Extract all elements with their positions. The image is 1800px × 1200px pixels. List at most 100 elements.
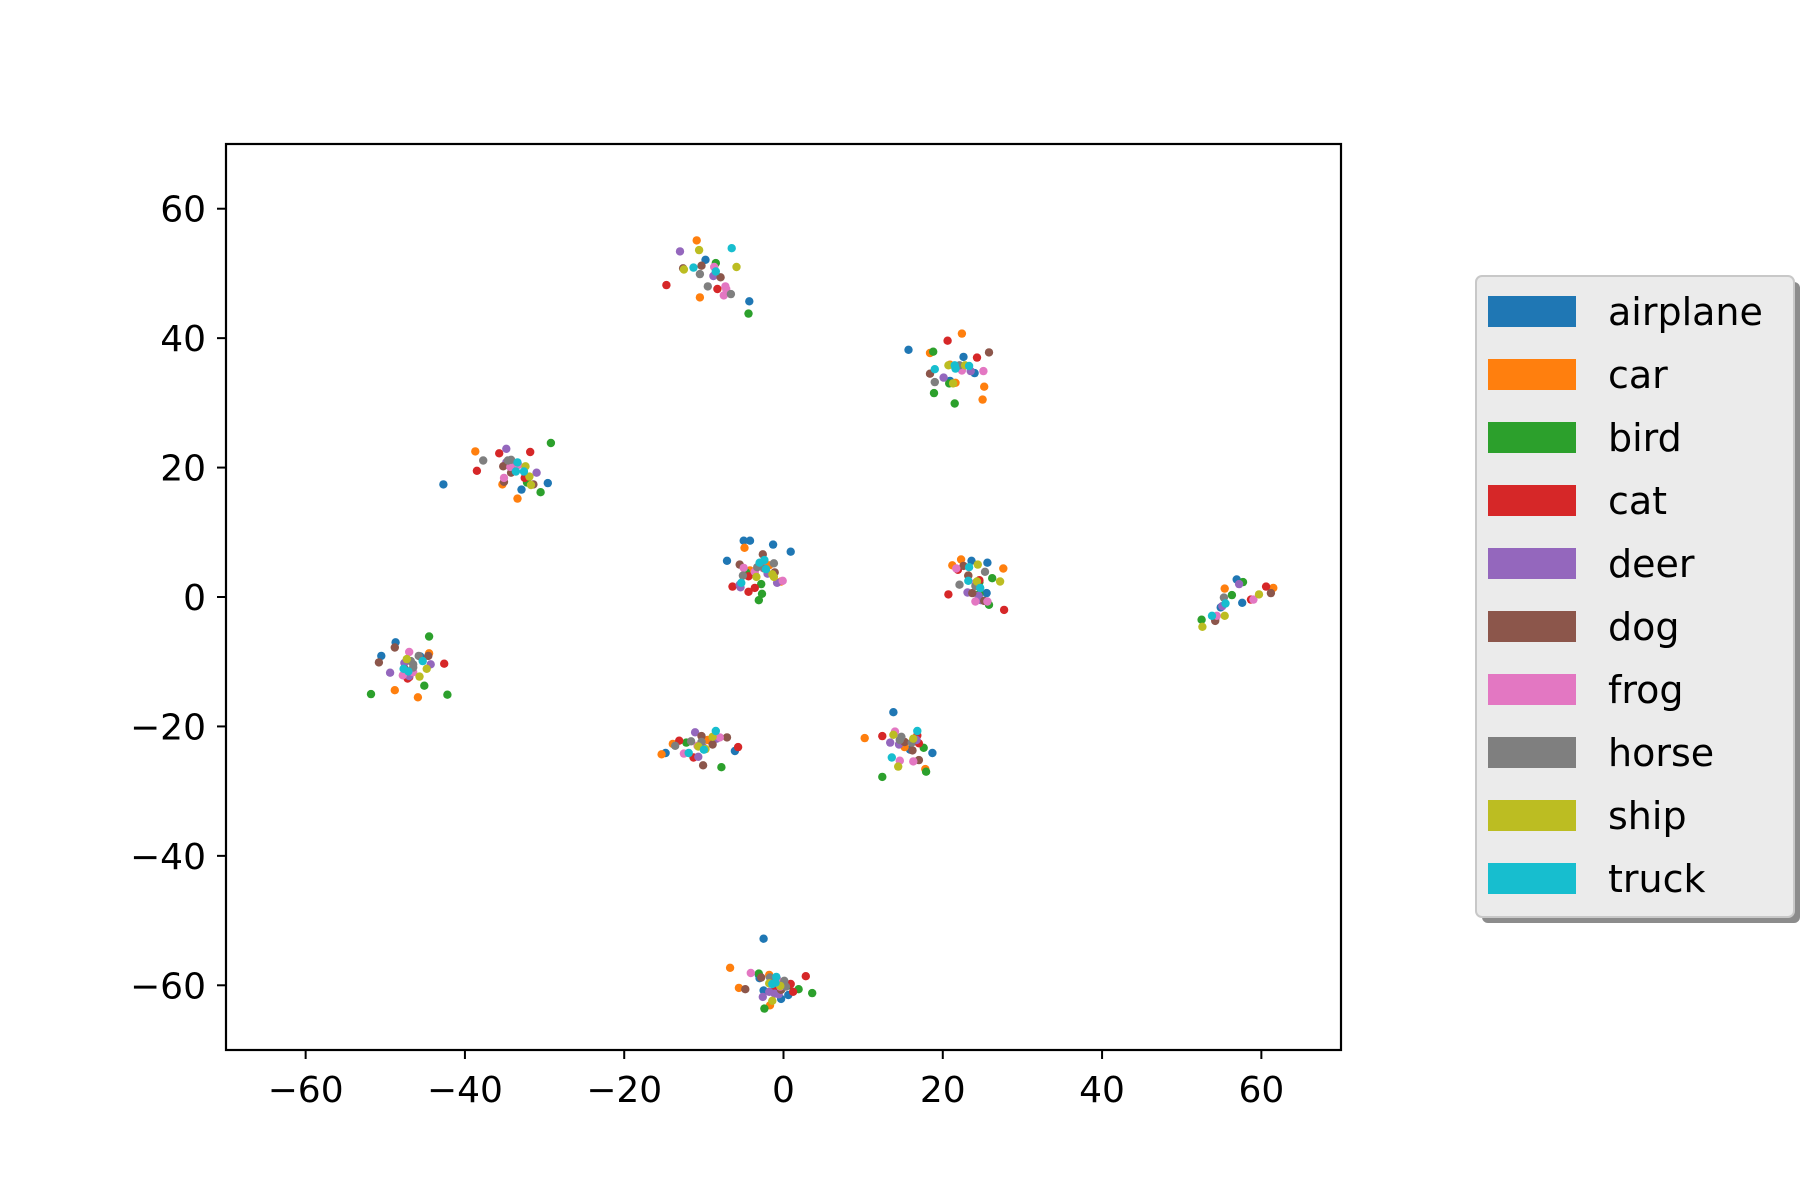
point-airplane-8 (543, 478, 552, 488)
point-ship-12 (973, 560, 982, 569)
point-car-9 (513, 494, 522, 503)
point-car-0 (692, 236, 701, 245)
point-dog-0 (716, 273, 725, 282)
x-tick-label: −20 (586, 1070, 662, 1111)
point-cat-31 (788, 987, 798, 996)
point-ship-25 (894, 762, 903, 771)
point-airplane-6 (439, 480, 448, 489)
point-dog-20 (374, 658, 384, 667)
point-car-19 (1220, 584, 1229, 593)
point-ship-0 (694, 245, 704, 255)
y-tick-label: −60 (130, 966, 206, 1007)
point-cat-16 (1261, 582, 1271, 591)
point-truck-1 (689, 263, 698, 272)
legend-label: cat (1608, 479, 1667, 523)
point-deer-7 (532, 468, 541, 477)
point-horse-6 (479, 456, 488, 465)
point-cat-19 (440, 659, 449, 668)
point-car-8 (471, 447, 480, 456)
point-airplane-9 (745, 536, 755, 545)
point-car-2 (978, 395, 987, 404)
point-car-18 (999, 564, 1008, 573)
legend-swatch (1488, 359, 1576, 390)
point-ship-26 (909, 734, 918, 743)
x-tick-label: 60 (1238, 1070, 1284, 1111)
point-dog-2 (697, 261, 706, 270)
point-ship-13 (972, 577, 982, 586)
point-car-25 (657, 750, 666, 759)
point-airplane-0 (701, 255, 710, 264)
point-airplane-4 (959, 352, 968, 362)
point-horse-1 (703, 282, 712, 291)
point-car-7 (957, 329, 967, 338)
point-truck-11 (761, 565, 771, 574)
point-truck-29 (771, 978, 780, 987)
point-ship-6 (526, 480, 536, 490)
point-bird-31 (760, 1004, 769, 1013)
point-truck-7 (513, 458, 522, 467)
point-bird-11 (757, 579, 766, 589)
point-frog-14 (971, 597, 980, 606)
point-deer-16 (1234, 579, 1244, 589)
point-cat-32 (801, 972, 810, 981)
point-dog-3 (984, 348, 994, 357)
point-deer-22 (690, 728, 700, 737)
point-truck-23 (711, 726, 720, 736)
point-bird-12 (754, 596, 763, 605)
point-truck-16 (976, 583, 985, 593)
point-frog-25 (909, 757, 918, 766)
point-ship-3 (948, 379, 958, 388)
point-truck-21 (418, 656, 427, 666)
point-car-21 (413, 693, 423, 702)
point-dog-18 (390, 643, 399, 652)
legend-item-frog: frog (1488, 668, 1684, 712)
point-deer-2 (939, 373, 948, 382)
point-airplane-11 (739, 536, 748, 545)
point-horse-10 (769, 559, 779, 568)
point-cat-15 (944, 590, 953, 599)
point-airplane-29 (759, 934, 768, 943)
point-bird-30 (808, 988, 817, 998)
point-truck-18 (1207, 611, 1217, 620)
legend-label: frog (1608, 668, 1684, 712)
point-ship-11 (752, 572, 761, 582)
point-horse-7 (503, 456, 513, 465)
point-bird-17 (1227, 590, 1237, 600)
point-deer-20 (385, 668, 395, 677)
point-bird-16 (988, 574, 997, 583)
point-bird-1 (744, 309, 753, 318)
point-truck-4 (930, 365, 939, 374)
point-ship-14 (995, 577, 1005, 586)
legend-swatch (1488, 863, 1576, 894)
point-ship-5 (944, 361, 953, 370)
legend-label: airplane (1608, 290, 1763, 334)
point-airplane-19 (1238, 598, 1247, 607)
point-bird-28 (921, 767, 931, 776)
point-bird-23 (420, 681, 429, 690)
point-dog-17 (1266, 588, 1276, 598)
point-airplane-10 (786, 547, 795, 556)
point-ship-2 (732, 262, 741, 272)
point-truck-17 (1221, 599, 1230, 608)
point-frog-2 (721, 282, 730, 291)
point-car-3 (980, 382, 989, 391)
point-horse-20 (671, 741, 680, 750)
point-truck-12 (737, 578, 746, 587)
point-cat-8 (744, 587, 753, 596)
point-truck-20 (404, 667, 413, 676)
legend-item-horse: horse (1488, 731, 1714, 775)
legend-swatch (1488, 296, 1576, 327)
point-deer-1 (675, 247, 685, 256)
legend-label: bird (1608, 416, 1682, 460)
legend: airplane car bird cat deer dog frog horse ship tr… (1475, 275, 1800, 923)
legend-label: truck (1608, 857, 1706, 901)
point-car-31 (725, 963, 735, 972)
point-airplane-22 (377, 651, 386, 661)
point-frog-29 (746, 968, 755, 978)
point-truck-24 (699, 745, 709, 754)
point-truck-14 (964, 563, 974, 572)
point-frog-3 (719, 291, 728, 300)
point-dog-12 (968, 588, 977, 598)
